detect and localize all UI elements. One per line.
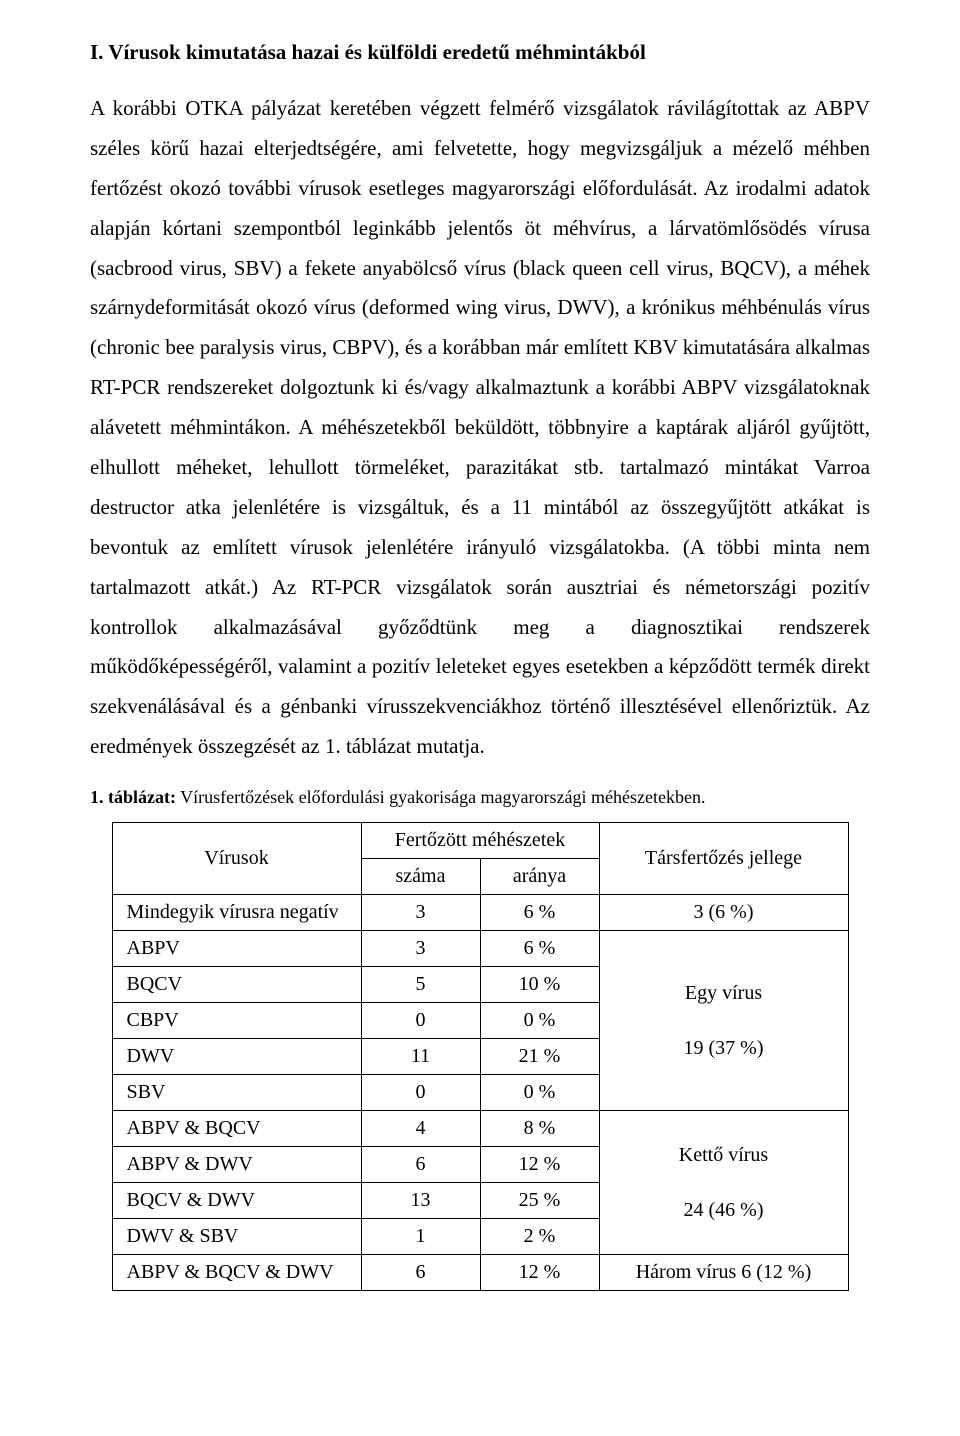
cell-ratio: 2 %	[480, 1219, 599, 1255]
cell-virus-name: ABPV & DWV	[112, 1147, 361, 1183]
table-row: Mindegyik vírusra negatív 3 6 % 3 (6 %)	[112, 895, 848, 931]
table-header-row: Vírusok Fertőzött méhészetek Társfertőzé…	[112, 823, 848, 859]
cell-count: 6	[361, 1255, 480, 1291]
cell-virus-name: SBV	[112, 1075, 361, 1111]
cell-ratio: 12 %	[480, 1147, 599, 1183]
cell-coinfection-triple: Három vírus 6 (12 %)	[599, 1255, 848, 1291]
virus-table: Vírusok Fertőzött méhészetek Társfertőzé…	[112, 822, 849, 1291]
cell-virus-name: ABPV	[112, 931, 361, 967]
col-header-coinfection: Társfertőzés jellege	[599, 823, 848, 895]
cell-count: 4	[361, 1111, 480, 1147]
cell-count: 3	[361, 931, 480, 967]
section-heading: I. Vírusok kimutatása hazai és külföldi …	[90, 40, 870, 65]
cell-virus-name: DWV & SBV	[112, 1219, 361, 1255]
cell-ratio: 6 %	[480, 895, 599, 931]
coinfection-double-total: 24 (46 %)	[614, 1199, 834, 1222]
cell-virus-name: Mindegyik vírusra negatív	[112, 895, 361, 931]
cell-coinfection-single: Egy vírus 19 (37 %)	[599, 931, 848, 1111]
cell-count: 6	[361, 1147, 480, 1183]
coinfection-double-label: Kettő vírus	[614, 1144, 834, 1167]
table-row: ABPV & BQCV & DWV 6 12 % Három vírus 6 (…	[112, 1255, 848, 1291]
coinfection-single-label: Egy vírus	[614, 982, 834, 1005]
cell-ratio: 12 %	[480, 1255, 599, 1291]
table-row: ABPV 3 6 % Egy vírus 19 (37 %)	[112, 931, 848, 967]
cell-ratio: 8 %	[480, 1111, 599, 1147]
cell-ratio: 0 %	[480, 1003, 599, 1039]
col-header-count: száma	[361, 859, 480, 895]
cell-ratio: 6 %	[480, 931, 599, 967]
cell-count: 0	[361, 1075, 480, 1111]
cell-count: 5	[361, 967, 480, 1003]
table-caption: 1. táblázat: Vírusfertőzések előfordulás…	[90, 787, 870, 808]
cell-virus-name: CBPV	[112, 1003, 361, 1039]
cell-count: 13	[361, 1183, 480, 1219]
cell-coinfection-double: Kettő vírus 24 (46 %)	[599, 1111, 848, 1255]
cell-ratio: 21 %	[480, 1039, 599, 1075]
coinfection-single-total: 19 (37 %)	[614, 1037, 834, 1060]
cell-count: 3	[361, 895, 480, 931]
col-header-virus: Vírusok	[112, 823, 361, 895]
cell-virus-name: ABPV & BQCV & DWV	[112, 1255, 361, 1291]
cell-ratio: 25 %	[480, 1183, 599, 1219]
table-row: ABPV & BQCV 4 8 % Kettő vírus 24 (46 %)	[112, 1111, 848, 1147]
col-header-infected: Fertőzött méhészetek	[361, 823, 599, 859]
cell-ratio: 10 %	[480, 967, 599, 1003]
cell-count: 1	[361, 1219, 480, 1255]
caption-text: Vírusfertőzések előfordulási gyakorisága…	[176, 787, 705, 807]
cell-count: 0	[361, 1003, 480, 1039]
cell-virus-name: ABPV & BQCV	[112, 1111, 361, 1147]
cell-count: 11	[361, 1039, 480, 1075]
col-header-ratio: aránya	[480, 859, 599, 895]
cell-virus-name: BQCV	[112, 967, 361, 1003]
body-paragraph: A korábbi OTKA pályázat keretében végzet…	[90, 89, 870, 767]
cell-virus-name: BQCV & DWV	[112, 1183, 361, 1219]
document-page: I. Vírusok kimutatása hazai és külföldi …	[0, 0, 960, 1331]
cell-coinfection: 3 (6 %)	[599, 895, 848, 931]
cell-virus-name: DWV	[112, 1039, 361, 1075]
caption-label: 1. táblázat:	[90, 787, 176, 807]
cell-ratio: 0 %	[480, 1075, 599, 1111]
